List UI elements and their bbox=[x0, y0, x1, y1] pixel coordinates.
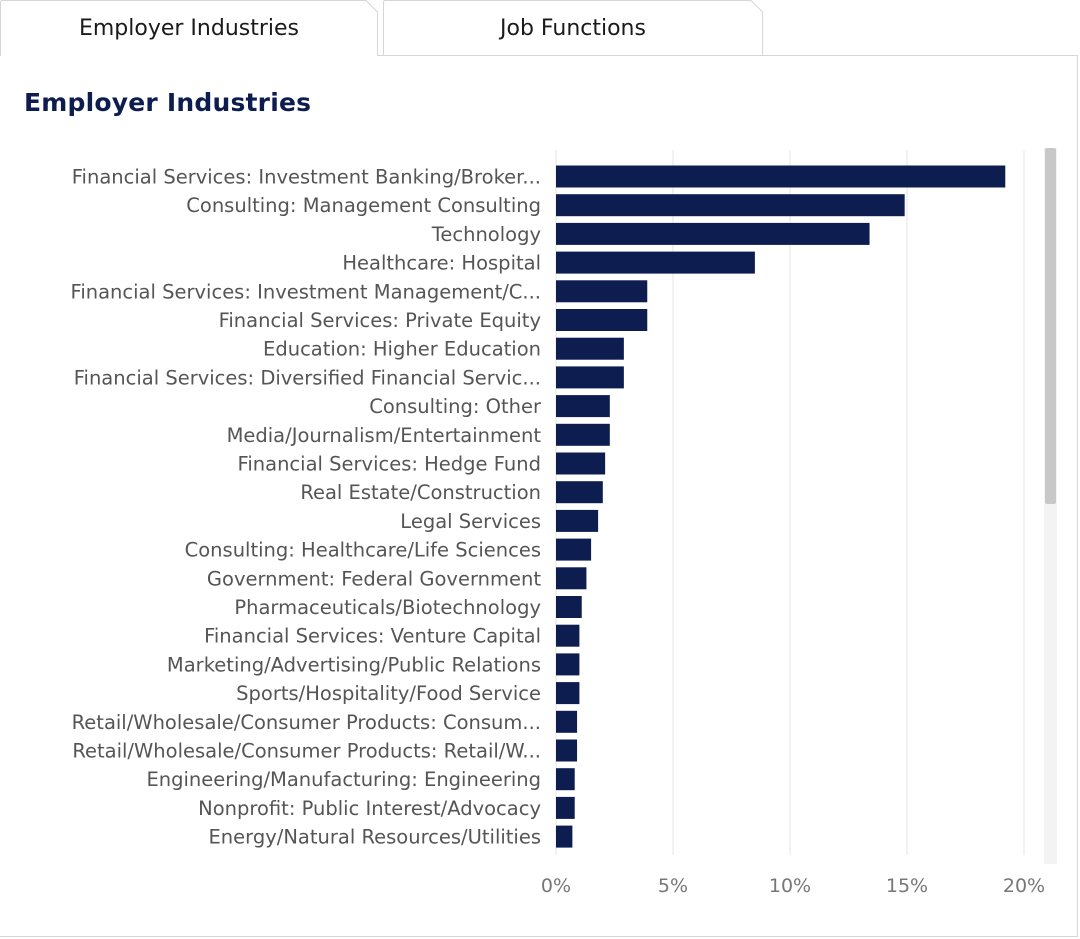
category-label: Technology bbox=[431, 223, 541, 246]
bar[interactable] bbox=[556, 423, 610, 446]
bar[interactable] bbox=[556, 309, 648, 331]
category-label: Financial Services: Investment Banking/B… bbox=[72, 166, 541, 189]
bar[interactable] bbox=[556, 337, 624, 360]
category-label: Consulting: Other bbox=[369, 395, 542, 418]
tab-employer-industries[interactable]: Employer Industries bbox=[0, 0, 378, 56]
bar[interactable] bbox=[556, 366, 624, 389]
bar[interactable] bbox=[556, 796, 575, 819]
category-label: Sports/Hospitality/Food Service bbox=[236, 682, 541, 705]
x-tick-label: 10% bbox=[769, 875, 811, 897]
bar[interactable] bbox=[556, 165, 1006, 188]
bar[interactable] bbox=[556, 739, 578, 762]
chart-title: Employer Industries bbox=[24, 88, 312, 117]
bar[interactable] bbox=[556, 682, 580, 705]
category-label: Legal Services bbox=[400, 510, 541, 533]
x-axis-ticks: 0% 5% 10% 15% 20% bbox=[541, 875, 1045, 897]
bar[interactable] bbox=[556, 194, 905, 217]
category-label: Financial Services: Investment Managemen… bbox=[71, 280, 541, 303]
category-label: Education: Higher Education bbox=[263, 338, 541, 361]
category-label: Financial Services: Private Equity bbox=[219, 309, 541, 332]
tab-shape bbox=[383, 0, 763, 56]
bar[interactable] bbox=[556, 567, 587, 590]
category-label: Marketing/Advertising/Public Relations bbox=[167, 653, 541, 676]
category-label: Nonprofit: Public Interest/Advocacy bbox=[198, 797, 541, 820]
bar[interactable] bbox=[556, 825, 573, 848]
tab-label: Employer Industries bbox=[78, 15, 300, 41]
bar[interactable] bbox=[556, 768, 575, 791]
chart-panel bbox=[0, 55, 1078, 937]
scrollbar-thumb[interactable] bbox=[1045, 148, 1056, 504]
tab-job-functions[interactable]: Job Functions bbox=[383, 0, 763, 56]
category-label: Retail/Wholesale/Consumer Products: Cons… bbox=[72, 711, 541, 734]
category-label: Energy/Natural Resources/Utilities bbox=[208, 826, 541, 849]
x-tick-label: 20% bbox=[1003, 875, 1045, 897]
category-label: Real Estate/Construction bbox=[300, 481, 541, 504]
bar[interactable] bbox=[556, 222, 870, 245]
bar[interactable] bbox=[556, 452, 606, 475]
category-label: Financial Services: Hedge Fund bbox=[238, 453, 541, 476]
bar[interactable] bbox=[556, 653, 580, 676]
x-tick-label: 0% bbox=[541, 875, 571, 897]
category-label: Pharmaceuticals/Biotechnology bbox=[234, 596, 541, 619]
x-tick-label: 15% bbox=[886, 875, 928, 897]
bar[interactable] bbox=[556, 538, 592, 561]
bar[interactable] bbox=[556, 624, 580, 647]
bar[interactable] bbox=[556, 596, 582, 618]
category-labels: Financial Services: Investment Banking/B… bbox=[71, 166, 542, 849]
bar[interactable] bbox=[556, 251, 755, 274]
x-tick-label: 5% bbox=[658, 875, 688, 897]
category-label: Healthcare: Hospital bbox=[342, 252, 541, 275]
tab-label: Job Functions bbox=[500, 15, 646, 41]
category-label: Retail/Wholesale/Consumer Products: Reta… bbox=[72, 740, 541, 763]
tab-shape bbox=[0, 0, 378, 56]
category-label: Financial Services: Diversified Financia… bbox=[74, 366, 541, 389]
category-label: Engineering/Manufacturing: Engineering bbox=[146, 768, 541, 791]
bar[interactable] bbox=[556, 481, 603, 504]
bar[interactable] bbox=[556, 710, 578, 733]
category-label: Consulting: Healthcare/Life Sciences bbox=[185, 539, 541, 562]
category-label: Media/Journalism/Entertainment bbox=[227, 424, 542, 447]
bar[interactable] bbox=[556, 280, 648, 303]
bar[interactable] bbox=[556, 395, 610, 418]
panel-border bbox=[378, 55, 1078, 56]
category-label: Financial Services: Venture Capital bbox=[204, 625, 541, 648]
category-label: Government: Federal Government bbox=[207, 567, 541, 590]
bars bbox=[556, 165, 1006, 848]
bar[interactable] bbox=[556, 509, 599, 532]
category-label: Consulting: Management Consulting bbox=[186, 194, 541, 217]
tab-bar: Employer Industries Job Functions bbox=[0, 0, 1080, 56]
